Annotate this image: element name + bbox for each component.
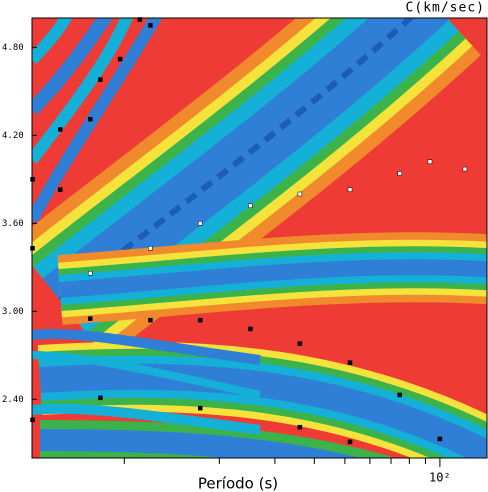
point — [347, 360, 353, 365]
point — [347, 439, 353, 445]
point — [58, 127, 63, 132]
point — [297, 424, 303, 430]
point — [248, 203, 253, 208]
point — [297, 341, 303, 346]
point — [197, 221, 203, 226]
chart-title: C(km/sec) — [406, 1, 485, 16]
point — [197, 405, 203, 411]
left-stripes — [32, 18, 261, 435]
point — [347, 187, 353, 192]
point — [148, 317, 153, 323]
point — [397, 392, 402, 398]
point — [87, 270, 93, 276]
x-tick-label: 10² — [429, 471, 451, 485]
point — [87, 316, 93, 321]
point — [117, 56, 123, 62]
y-tick-label: 4.80 — [2, 43, 24, 53]
point — [248, 326, 253, 332]
point — [397, 171, 402, 176]
point — [462, 166, 468, 172]
point — [437, 436, 443, 442]
point — [98, 395, 103, 401]
contour-field — [32, 18, 487, 458]
point — [148, 246, 153, 251]
lower-bands — [37, 232, 487, 458]
point — [30, 417, 35, 423]
y-tick-label: 4.20 — [2, 131, 24, 141]
point — [197, 317, 203, 323]
point — [137, 17, 143, 22]
y-tick-label: 2.40 — [2, 395, 24, 405]
y-tick-label: 3.00 — [2, 307, 24, 317]
point — [87, 116, 93, 122]
point — [30, 246, 35, 251]
point — [297, 191, 303, 197]
point — [427, 159, 433, 164]
plot-frame — [31, 17, 488, 459]
x-axis-label: Período (s) — [198, 475, 278, 492]
point — [148, 23, 153, 28]
point — [58, 187, 63, 192]
y-tick-label: 3.60 — [2, 219, 24, 229]
point — [98, 77, 103, 82]
point — [30, 177, 35, 182]
